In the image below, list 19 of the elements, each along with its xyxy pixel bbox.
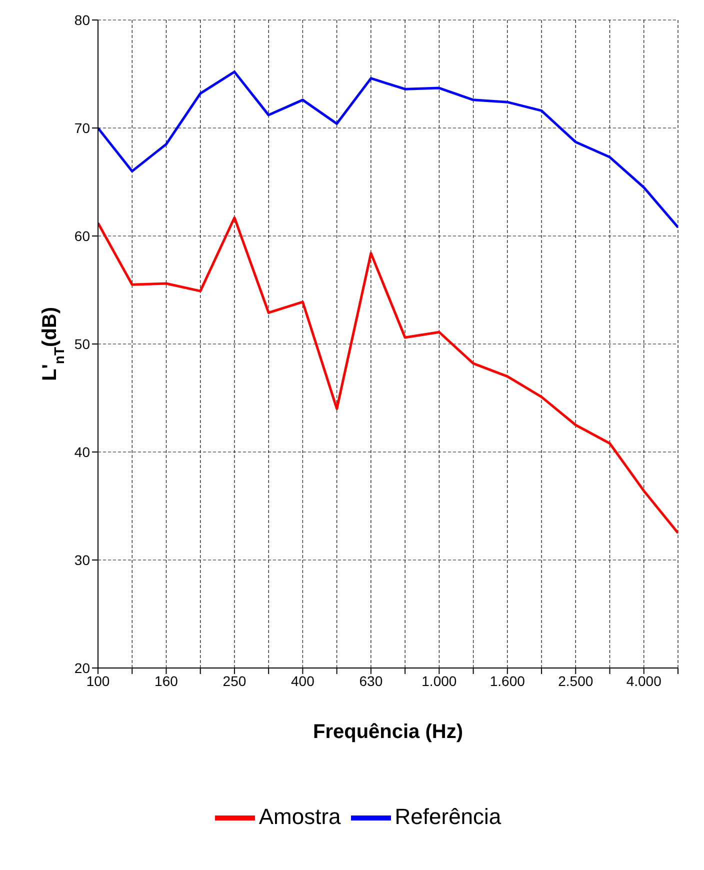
- legend-label: Amostra: [258, 804, 341, 829]
- y-tick-label: 50: [74, 336, 90, 352]
- x-tick-label: 1.600: [490, 672, 526, 689]
- y-tick-label: 30: [74, 552, 90, 568]
- x-tick-label: 4.000: [626, 672, 662, 689]
- legend-label: Referência: [394, 804, 502, 829]
- x-tick-label: 1.000: [422, 672, 457, 689]
- line-series: [98, 216, 678, 534]
- line-series: [98, 70, 678, 229]
- x-tick-label: 400: [291, 672, 315, 689]
- x-tick-label: 2.500: [558, 672, 594, 689]
- y-tick-label: 40: [74, 444, 90, 460]
- x-tick-label: 630: [359, 672, 383, 689]
- y-tick-label: 80: [74, 12, 90, 28]
- x-tick-label: 250: [222, 672, 246, 689]
- y-tick-label: 60: [74, 228, 90, 244]
- x-axis-title: Frequência (Hz): [312, 721, 464, 743]
- y-tick-label: 70: [74, 120, 90, 136]
- x-tick-label: 160: [154, 672, 178, 689]
